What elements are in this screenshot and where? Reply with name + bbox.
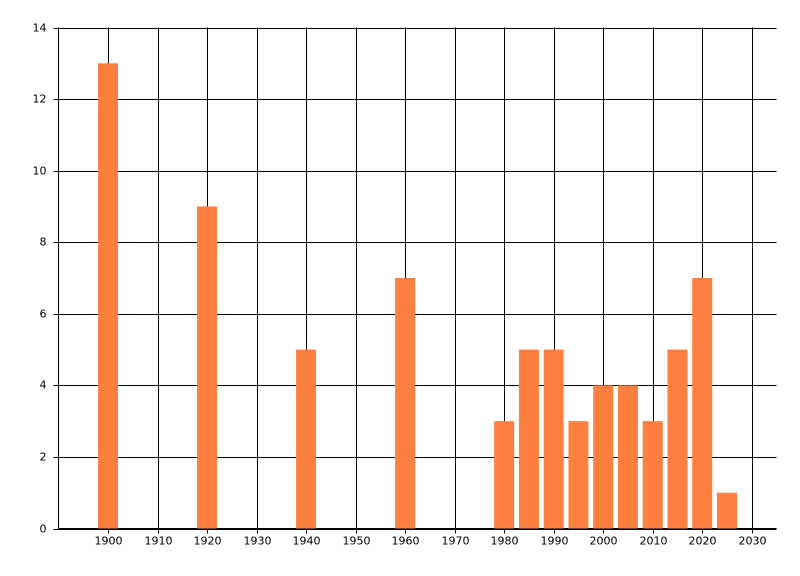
bar bbox=[667, 349, 688, 529]
y-tick-label: 6 bbox=[40, 308, 47, 321]
y-tick-label: 12 bbox=[33, 93, 47, 106]
bar bbox=[642, 421, 663, 529]
x-tick-label: 1940 bbox=[293, 535, 321, 548]
bar bbox=[692, 278, 713, 529]
bar bbox=[395, 278, 416, 529]
x-tick-label: 1930 bbox=[244, 535, 272, 548]
x-tick-label: 2000 bbox=[590, 535, 618, 548]
x-tick-label: 1960 bbox=[392, 535, 420, 548]
bar bbox=[518, 349, 539, 529]
x-tick-label: 2030 bbox=[739, 535, 767, 548]
bar bbox=[197, 206, 218, 529]
x-tick-label: 1970 bbox=[442, 535, 470, 548]
bar bbox=[716, 492, 737, 529]
x-tick-label: 1980 bbox=[491, 535, 519, 548]
x-tick-label: 1990 bbox=[541, 535, 569, 548]
x-tick-label: 1910 bbox=[145, 535, 173, 548]
bar bbox=[593, 385, 614, 529]
y-tick-label: 14 bbox=[33, 22, 47, 35]
y-tick-label: 10 bbox=[33, 165, 47, 178]
bar bbox=[98, 63, 119, 529]
x-tick-label: 1950 bbox=[343, 535, 371, 548]
y-tick-label: 4 bbox=[40, 379, 47, 392]
x-tick-label: 1900 bbox=[95, 535, 123, 548]
bar bbox=[494, 421, 515, 529]
bar bbox=[543, 349, 564, 529]
bar bbox=[617, 385, 638, 529]
bar bbox=[568, 421, 589, 529]
x-tick-label: 1920 bbox=[194, 535, 222, 548]
y-tick-label: 8 bbox=[40, 236, 47, 249]
y-tick-label: 2 bbox=[40, 451, 47, 464]
x-tick-label: 2010 bbox=[640, 535, 668, 548]
y-tick-label: 0 bbox=[40, 523, 47, 536]
bar bbox=[296, 349, 317, 529]
x-tick-label: 2020 bbox=[689, 535, 717, 548]
